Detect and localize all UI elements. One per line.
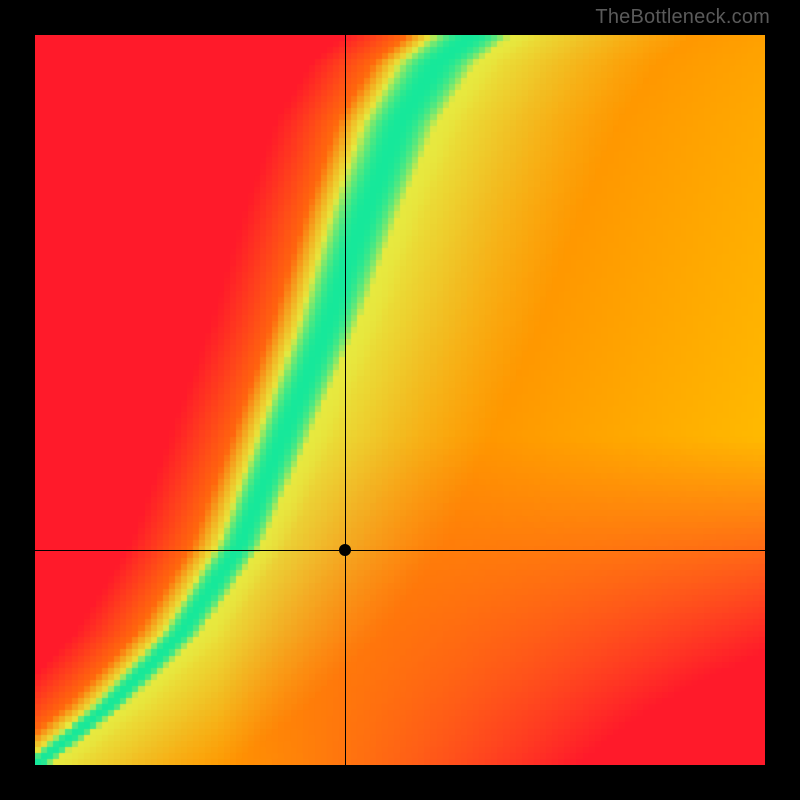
crosshair-vertical	[345, 35, 346, 765]
crosshair-horizontal	[35, 550, 765, 551]
data-point-marker	[339, 544, 351, 556]
watermark-text: TheBottleneck.com	[595, 6, 770, 29]
heatmap-canvas	[35, 35, 765, 765]
plot-area	[35, 35, 765, 765]
chart-container: TheBottleneck.com	[0, 0, 800, 800]
